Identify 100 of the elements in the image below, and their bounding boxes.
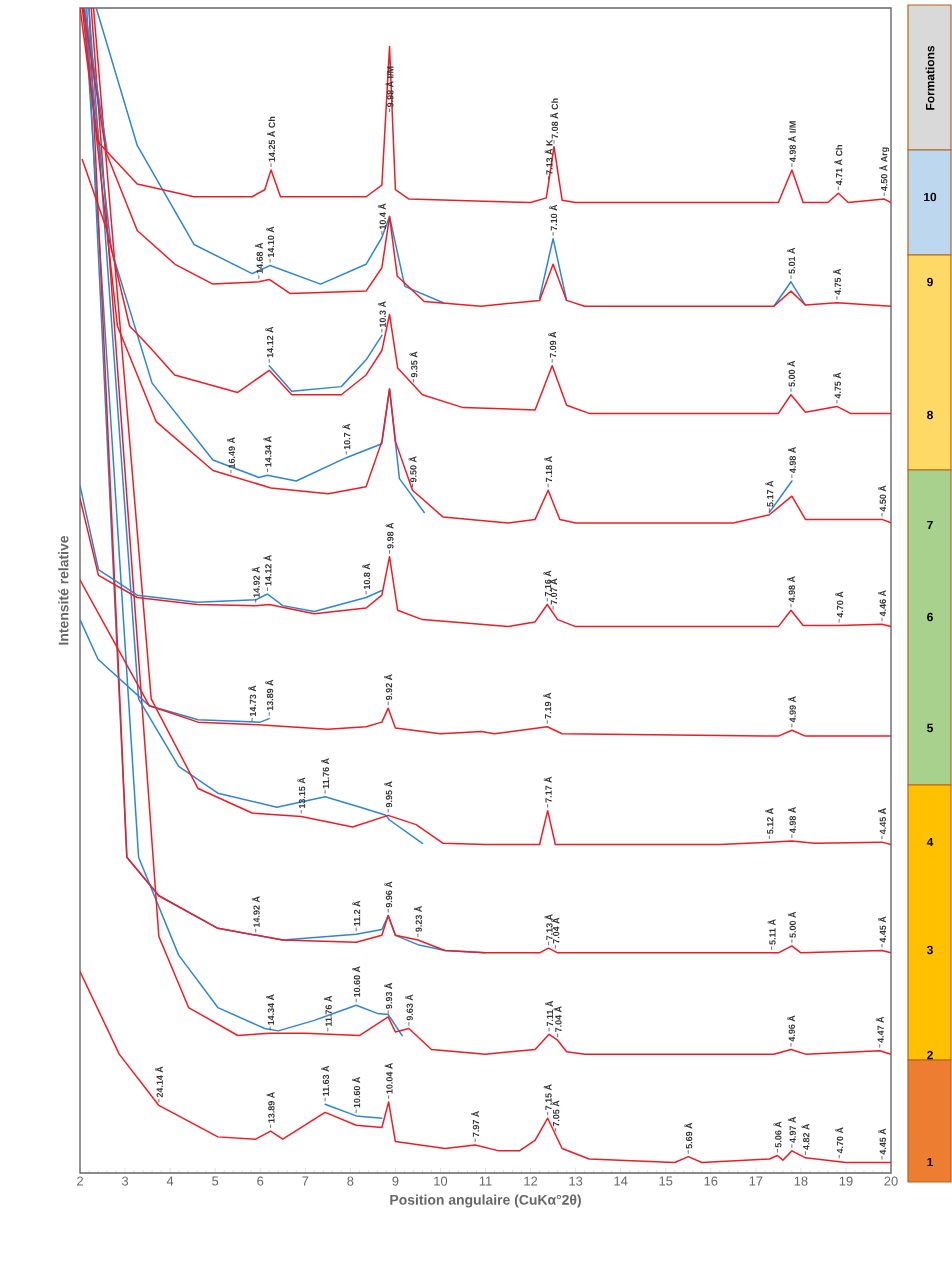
annotation: 7.16 Å [543, 570, 552, 597]
annotation: 4.45 Å [878, 1128, 886, 1155]
text: 6 [927, 612, 933, 622]
annotation: 5.00 Å [786, 360, 795, 387]
annotation: 14.73 Å [248, 685, 257, 717]
annotation: 9.50 Å [408, 456, 417, 483]
annotation: 13.15 Å [297, 777, 306, 809]
annotation: 5.06 Å [773, 1121, 782, 1148]
annotation: 7.05 Å [551, 1100, 560, 1127]
x-tick-label: 10 [434, 1176, 448, 1186]
annotation: 11.76 Å [321, 758, 330, 789]
x-tick-label: 15 [659, 1176, 673, 1186]
annotation: 4.45 Å [878, 808, 886, 835]
annotation: 4.75 Å [832, 372, 841, 399]
x-tick-label: 9 [392, 1176, 399, 1186]
annotation: 16.49 Å [226, 437, 235, 468]
annotation: 7.04 Å [553, 1006, 562, 1032]
annotation: 13.89 Å [266, 1092, 275, 1123]
text: 5 [927, 723, 933, 733]
annotation: 7.15 Å [543, 1084, 552, 1110]
text: Formations [925, 45, 935, 110]
annotation: 4.47 Å [875, 1016, 884, 1043]
text: 7 [927, 520, 933, 530]
annotation: 9.93 Å [384, 982, 393, 1009]
annotation: 4.98 Å [787, 446, 796, 473]
annotation: 14.34 Å [263, 436, 272, 467]
annotation: 4.97 Å [787, 1116, 796, 1143]
annotation: 10.7 Å [342, 423, 351, 450]
annotation: 10.04 Å [384, 1062, 393, 1094]
text: 3 [926, 945, 933, 955]
annotation: 9.98 Å [385, 522, 394, 549]
annotation: 7.18 Å [544, 456, 553, 483]
x-tick-label: 3 [121, 1176, 129, 1186]
text: 1 [927, 1157, 933, 1167]
annotation: 11.2 Å [352, 900, 361, 926]
annotation: 9.92 Å [384, 674, 393, 700]
annotation: 5.00 Å [787, 911, 796, 938]
x-tick-label: 17 [749, 1176, 763, 1186]
annotation: 4.98 Å I/M [787, 121, 796, 162]
annotation: 9.63 Å [404, 994, 413, 1021]
annotation: 4.75 Å [832, 268, 841, 295]
annotation: 24.14 Å [154, 1066, 163, 1098]
annotation: 7.97 Å [471, 1111, 480, 1137]
annotation: 13.89 Å [265, 679, 274, 711]
x-tick-label: 8 [347, 1176, 354, 1186]
annotation: 10.60 Å [352, 1076, 361, 1108]
annotation: 7.08 Å Ch [549, 98, 558, 139]
annotation: 5.69 Å [684, 1122, 693, 1149]
annotation: 7.13 Å K [544, 139, 553, 175]
text: 10 [924, 192, 937, 202]
x-tick-label: 16 [704, 1176, 718, 1186]
annotation: 5.11 Å [767, 919, 776, 945]
text: 9 [927, 277, 933, 287]
annotation: 4.50 Å Arg [879, 147, 890, 192]
annotation: 11.63 Å [321, 1065, 330, 1096]
x-tick-label: 20 [884, 1176, 898, 1186]
annotation: 4.98 Å [787, 806, 796, 833]
annotation: 14.10 Å [266, 226, 275, 258]
annotation: 7.09 Å [548, 331, 557, 358]
annotation: 11.76 Å [323, 995, 332, 1026]
annotation: 7.17 Å [543, 776, 552, 803]
annotation: 4.96 Å [786, 1015, 795, 1042]
annotation: 9.98 Å I/M [385, 66, 394, 108]
annotation: 7.10 Å [549, 204, 558, 231]
annotation: 4.45 Å [878, 916, 886, 943]
x-tick-label: 5 [212, 1176, 219, 1186]
annotation: 14.34 Å [266, 994, 275, 1025]
text: 2 [927, 1050, 933, 1060]
x-tick-label: 7 [302, 1176, 309, 1186]
annotation: 9.96 Å [384, 881, 393, 908]
annotation: 14.25 Å Ch [267, 116, 276, 162]
x-axis-title: Position angulaire (CuKα°2θ) [390, 1194, 581, 1208]
annotation: 5.01 Å [786, 247, 795, 274]
annotation: 7.11 Å [545, 1000, 553, 1027]
x-tick-label: 12 [524, 1176, 538, 1186]
annotation: 9.35 Å [409, 351, 418, 378]
annotation: 10.3 Å [377, 301, 386, 327]
x-tick-label: 14 [614, 1176, 628, 1186]
annotation: 9.23 Å [413, 905, 422, 932]
annotation: 14.12 Å [263, 554, 272, 586]
text: 4 [926, 837, 934, 847]
x-tick-label: 4 [166, 1176, 174, 1186]
annotation: 4.99 Å [787, 696, 796, 723]
annotation: 10.60 Å [352, 966, 361, 997]
y-axis-title: Intensité relative [58, 535, 69, 645]
annotation: 5.17 Å [765, 480, 774, 507]
x-tick-label: 18 [794, 1176, 808, 1186]
annotation: 4.82 Å [801, 1123, 810, 1150]
x-tick-label: 19 [839, 1176, 853, 1186]
annotation: 4.50 Å [878, 485, 886, 512]
annotation: 9.95 Å [384, 781, 393, 808]
x-tick-label: 13 [569, 1176, 583, 1186]
annotation: 14.92 Å [251, 896, 260, 927]
annotation: 14.92 Å [251, 566, 260, 598]
annotation: 14.12 Å [265, 326, 274, 358]
annotation: 10.8 Å [362, 563, 371, 590]
annotation: 4.98 Å [786, 576, 795, 603]
annotation: 14.68 Å [254, 242, 263, 274]
text: 8 [927, 410, 933, 420]
annotation: 4.46 Å [878, 590, 886, 617]
